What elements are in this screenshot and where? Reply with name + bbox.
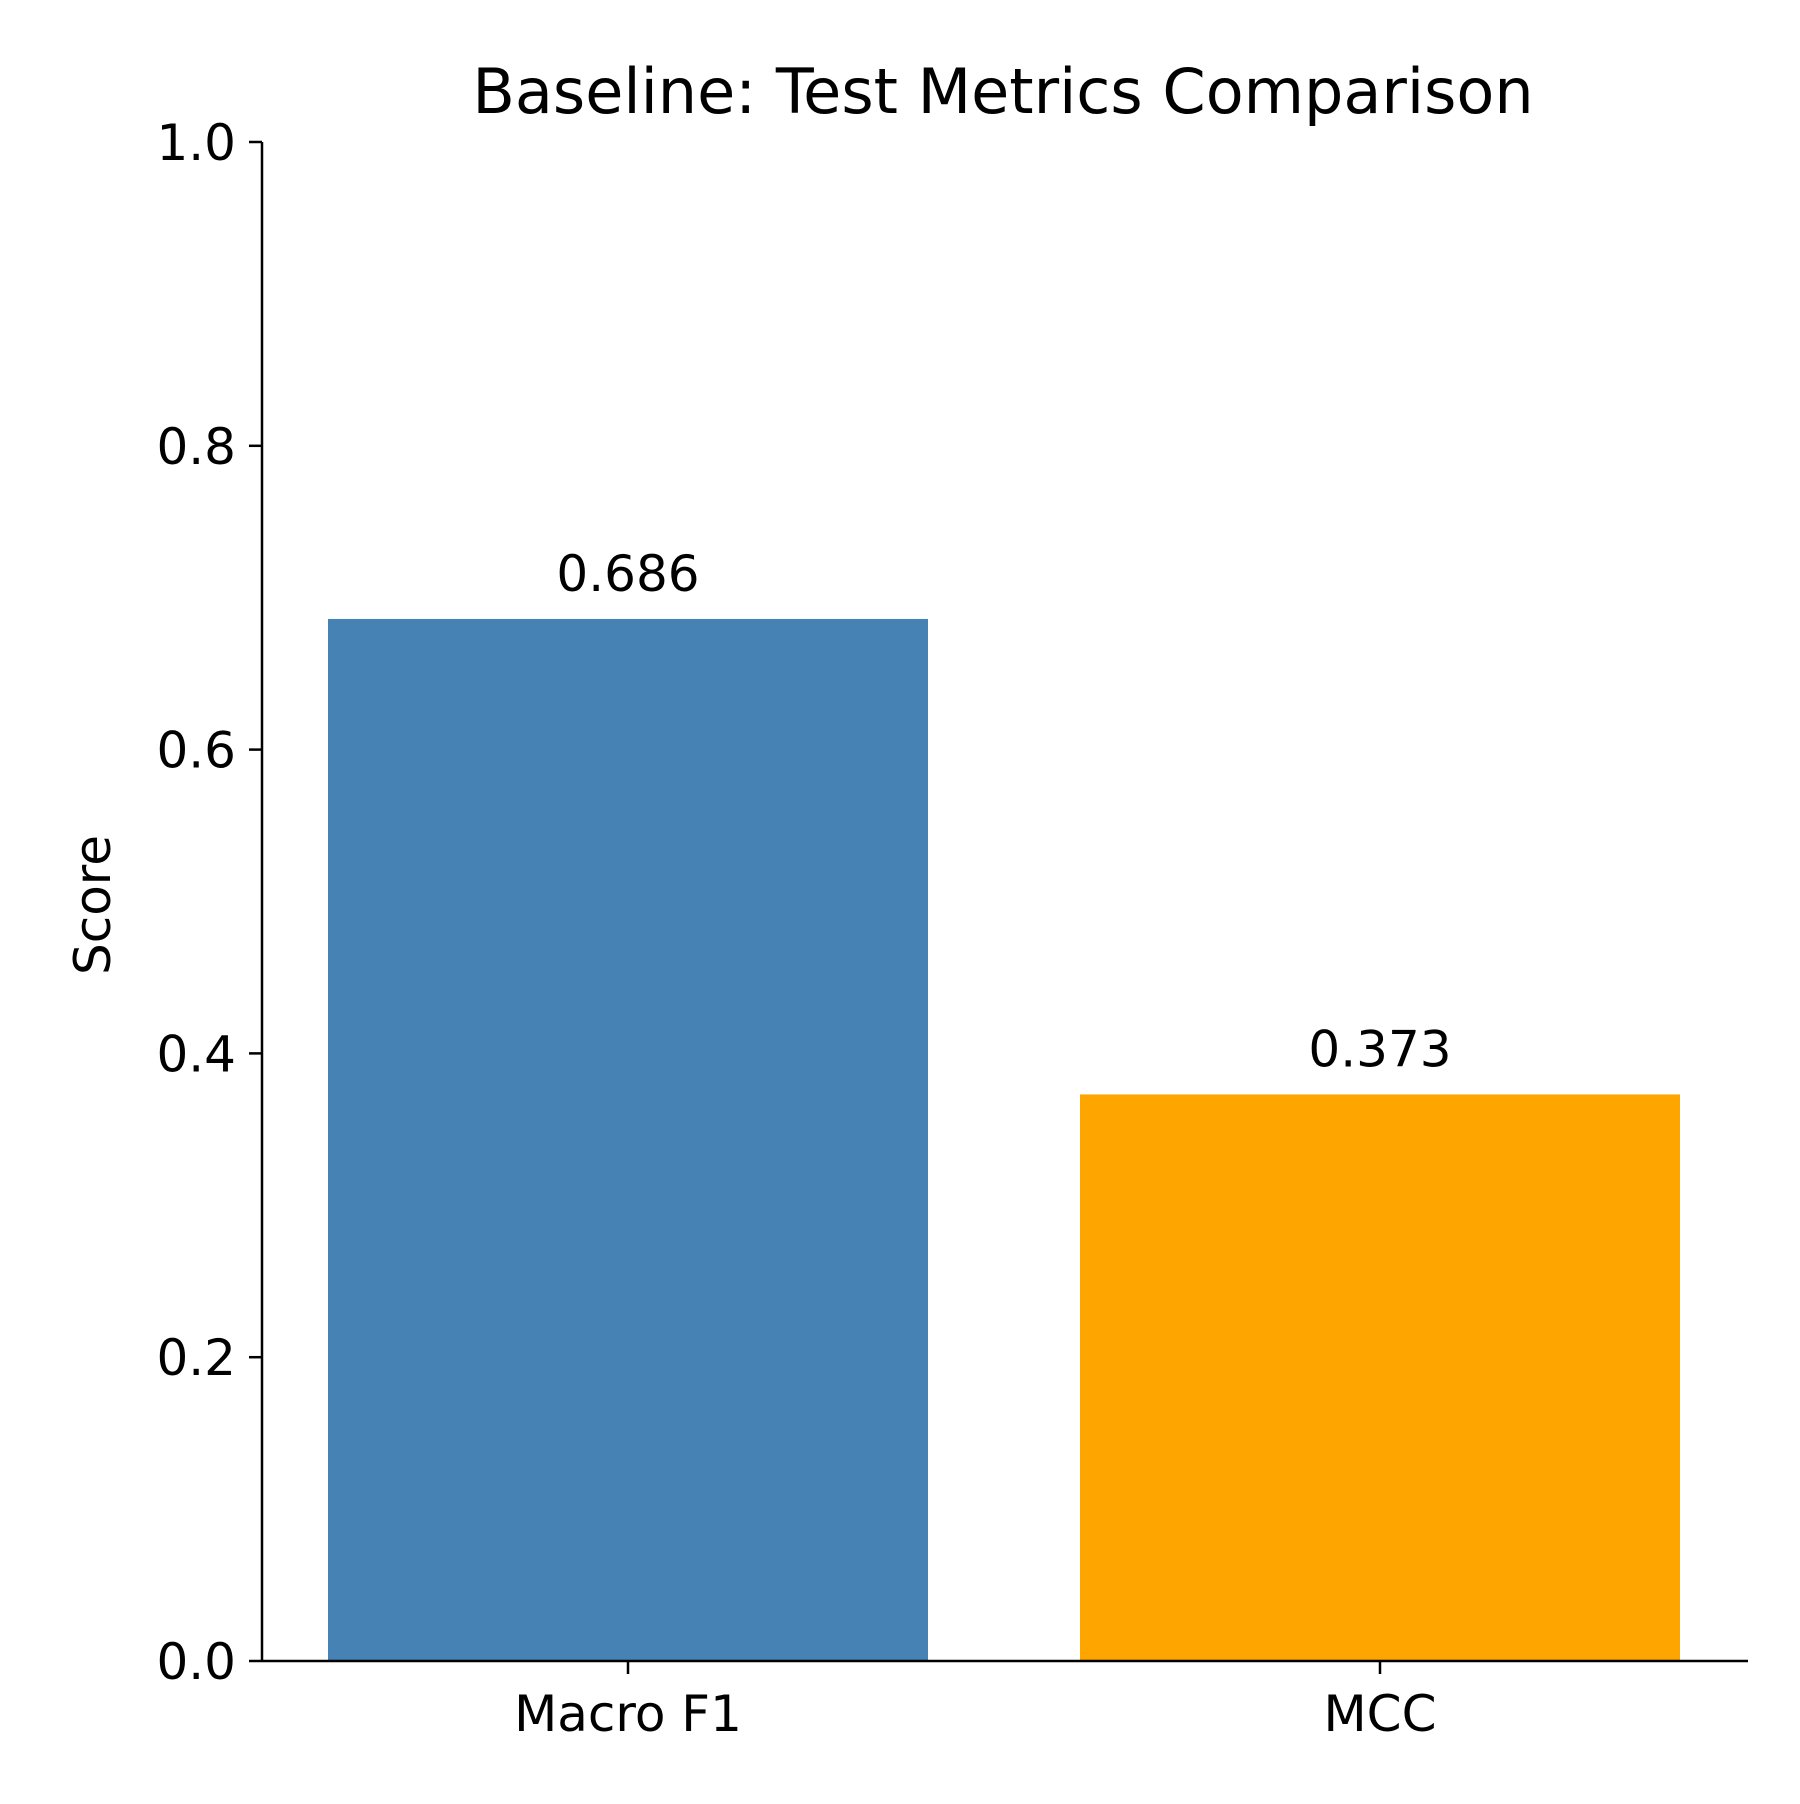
y-tick-label: 0.6 <box>156 722 236 780</box>
bar-value-label: 0.686 <box>556 545 699 603</box>
x-tick-label: Macro F1 <box>514 1685 742 1743</box>
chart-title: Baseline: Test Metrics Comparison <box>472 55 1533 128</box>
x-tick-label: MCC <box>1324 1685 1437 1743</box>
y-axis-label: Score <box>64 835 122 975</box>
bar-macro-f1 <box>328 618 928 1661</box>
y-tick-label: 1.0 <box>156 114 236 172</box>
y-tick-label: 0.2 <box>156 1329 236 1387</box>
y-tick-label: 0.0 <box>156 1633 236 1691</box>
y-tick-label: 0.4 <box>156 1025 236 1083</box>
y-tick-label: 0.8 <box>156 418 236 476</box>
bar-mcc <box>1080 1094 1680 1661</box>
bar-value-label: 0.373 <box>1308 1020 1451 1078</box>
value-labels-layer: 0.686 0.373 <box>556 545 1451 1078</box>
axes-layer: 0.0 0.2 0.4 0.6 0.8 1.0 Macro F1 MCC <box>156 114 1748 1743</box>
bars-layer <box>328 618 1680 1661</box>
